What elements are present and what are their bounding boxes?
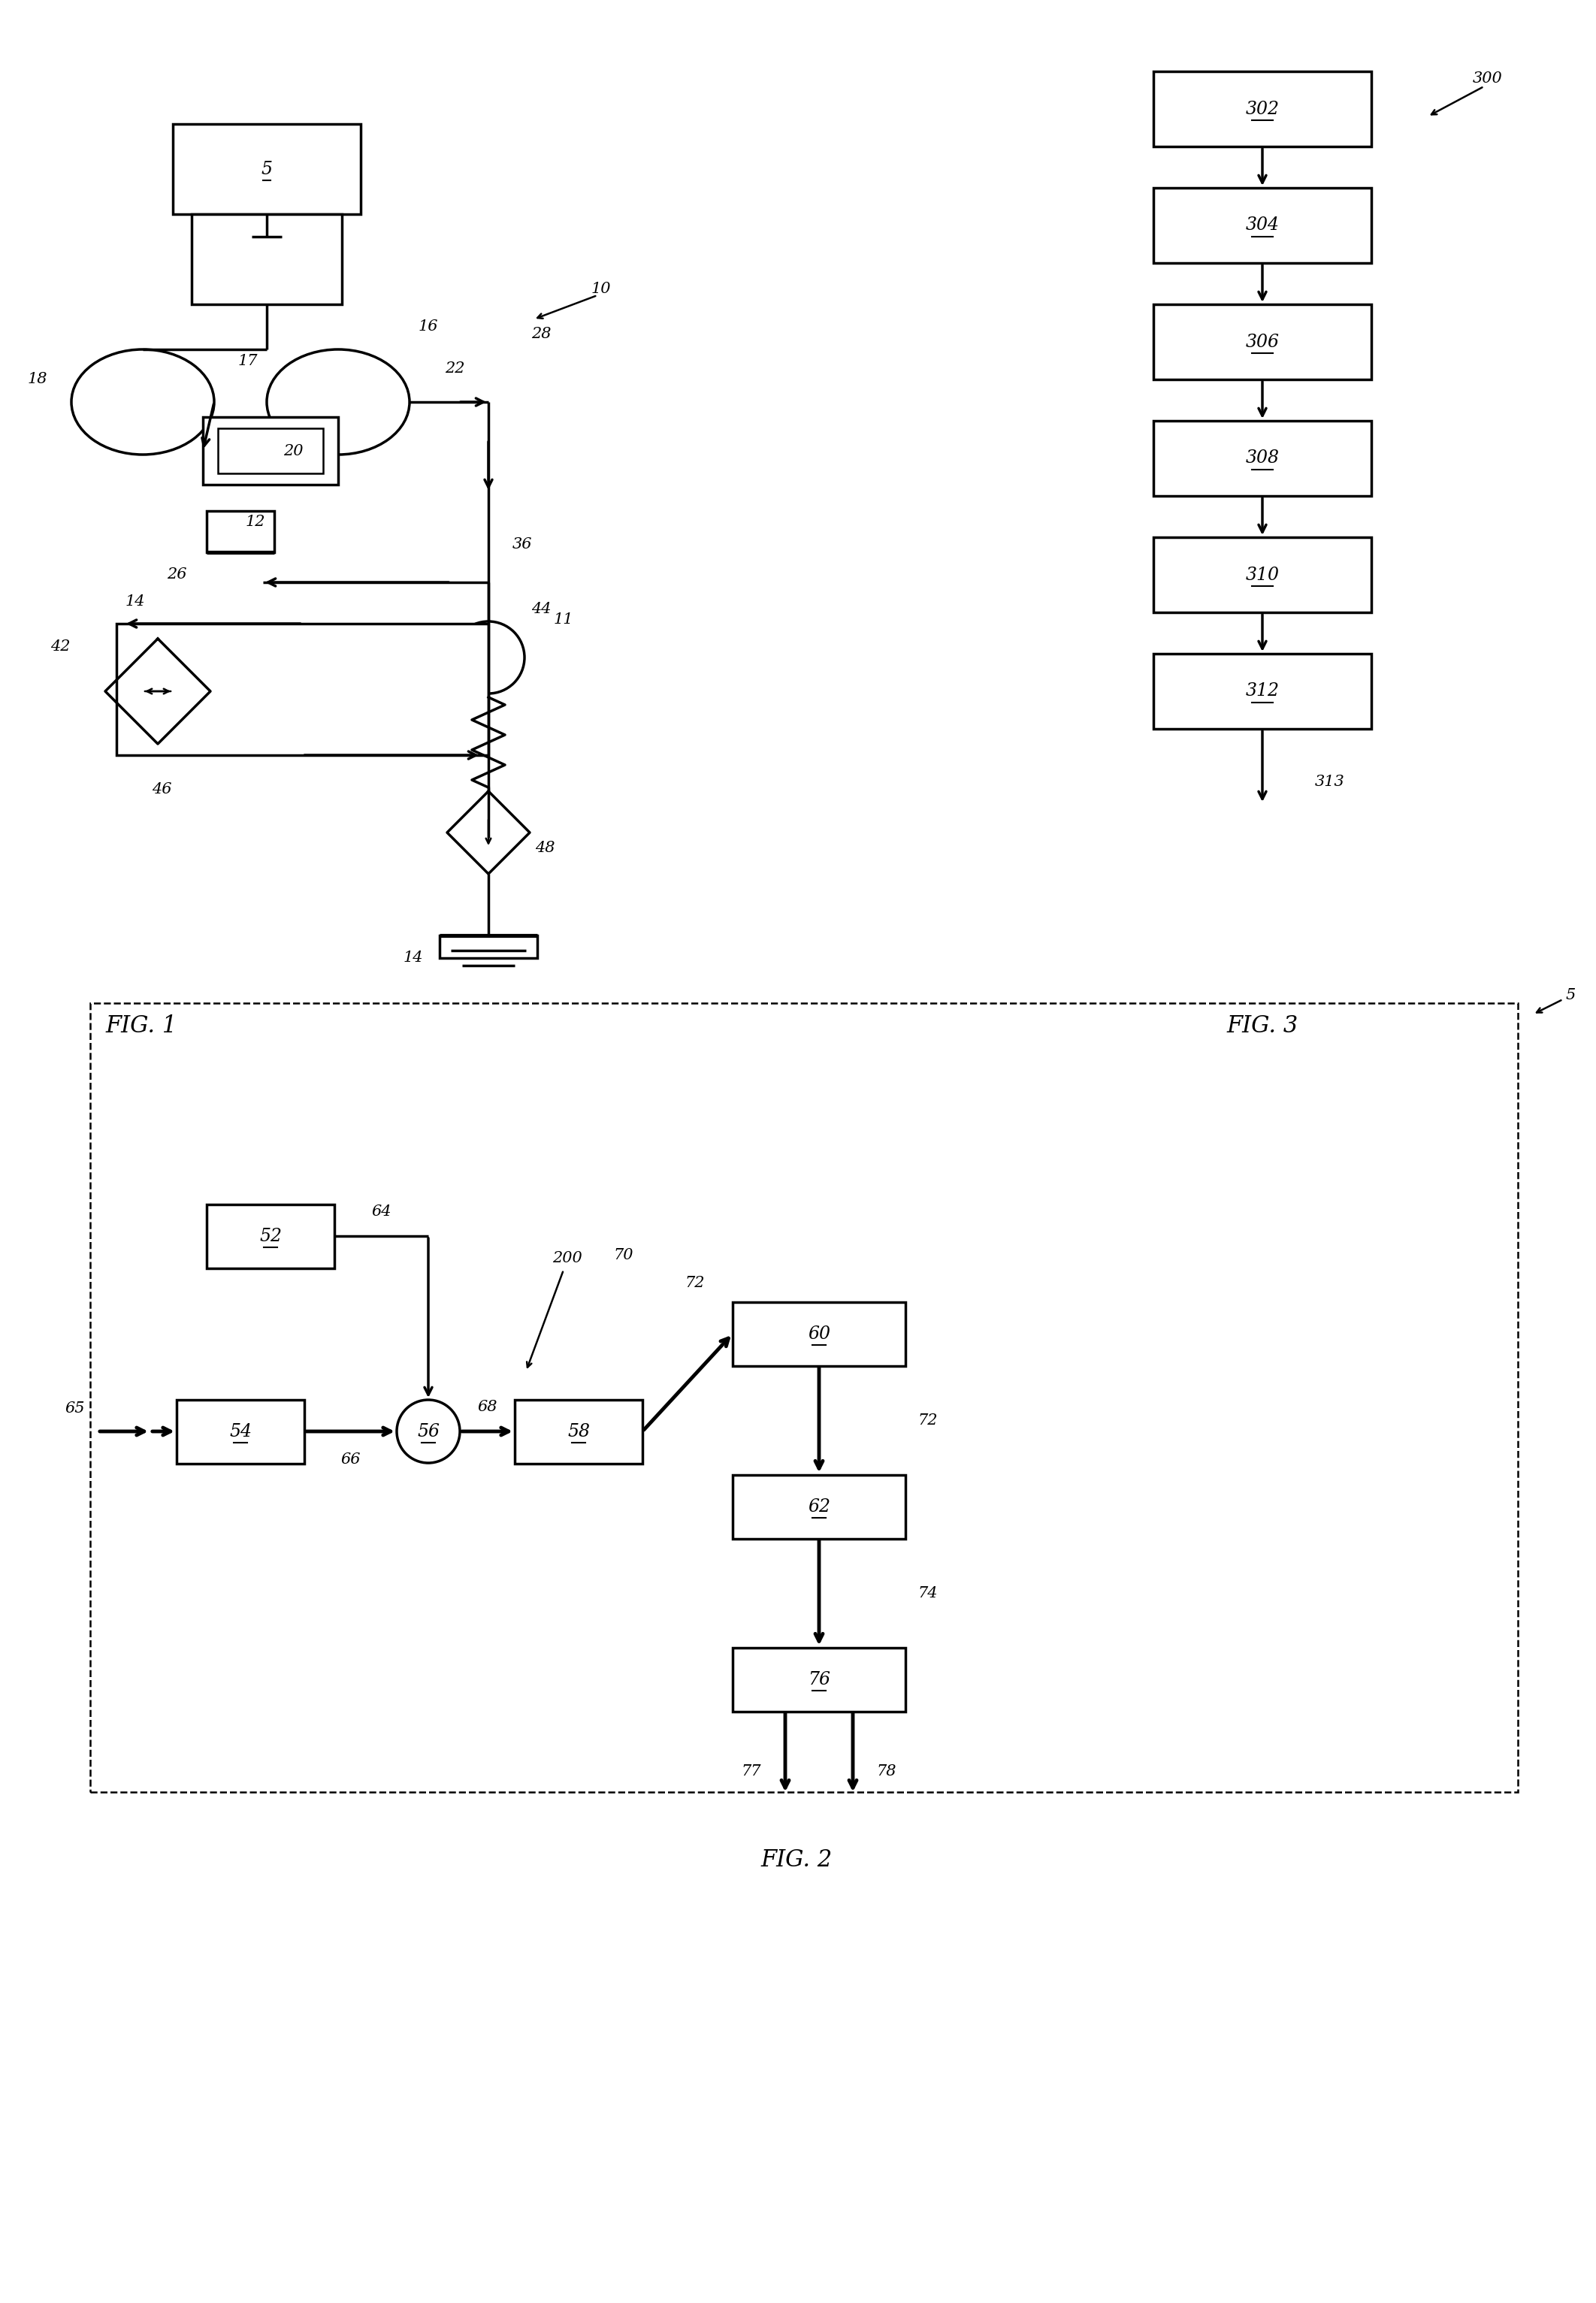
Text: 62: 62 (808, 1497, 830, 1515)
Bar (1154, 654, 1371, 728)
Text: 46: 46 (152, 781, 171, 797)
Text: 68: 68 (477, 1400, 498, 1414)
Text: 14: 14 (126, 594, 145, 608)
Text: 28: 28 (531, 327, 551, 341)
Text: 44: 44 (531, 601, 551, 615)
Text: 11: 11 (554, 613, 573, 626)
Bar (219, 428, 322, 474)
Text: 74: 74 (918, 1587, 938, 1601)
Text: 313: 313 (1315, 774, 1345, 788)
Text: 76: 76 (808, 1670, 830, 1688)
Bar (516, 1400, 643, 1462)
Text: 65: 65 (65, 1403, 85, 1416)
Text: 72: 72 (685, 1276, 705, 1290)
Bar (1154, 537, 1371, 613)
Text: 58: 58 (567, 1423, 591, 1439)
Bar (177, 1400, 305, 1462)
Text: FIG. 2: FIG. 2 (761, 1847, 832, 1872)
Text: 22: 22 (445, 362, 464, 375)
Text: 306: 306 (1245, 334, 1280, 350)
Text: 56: 56 (417, 1423, 439, 1439)
Text: 300: 300 (1473, 71, 1503, 85)
Text: 36: 36 (512, 537, 531, 553)
Bar (192, 214, 342, 304)
Bar (1154, 71, 1371, 147)
Text: 54: 54 (230, 1423, 252, 1439)
Text: 52: 52 (259, 1227, 282, 1244)
Text: FIG. 1: FIG. 1 (105, 1013, 177, 1036)
Bar (733, 1647, 905, 1711)
Ellipse shape (72, 350, 214, 454)
Bar (1154, 421, 1371, 495)
Text: 308: 308 (1245, 449, 1280, 468)
Text: 60: 60 (808, 1324, 830, 1343)
Text: 16: 16 (418, 320, 439, 334)
Text: 12: 12 (246, 516, 265, 530)
Text: 77: 77 (742, 1764, 761, 1778)
Bar (172, 124, 361, 214)
Bar (203, 417, 338, 484)
Bar (89, 1004, 1518, 1792)
Text: 5: 5 (1566, 988, 1575, 1002)
Text: FIG. 3: FIG. 3 (1227, 1013, 1298, 1036)
Text: 18: 18 (27, 373, 48, 387)
Text: 42: 42 (49, 638, 70, 654)
Bar (1154, 189, 1371, 263)
Text: 78: 78 (876, 1764, 897, 1778)
Text: 20: 20 (282, 444, 303, 458)
Bar (733, 1301, 905, 1366)
Text: 310: 310 (1245, 567, 1280, 583)
Text: 72: 72 (918, 1414, 938, 1428)
Text: 200: 200 (552, 1251, 583, 1267)
Ellipse shape (397, 1400, 460, 1462)
Text: 48: 48 (535, 841, 555, 854)
Ellipse shape (267, 350, 410, 454)
Text: 5: 5 (262, 161, 273, 177)
Ellipse shape (452, 622, 525, 693)
Text: 14: 14 (404, 951, 423, 965)
Bar (1154, 304, 1371, 380)
Text: 304: 304 (1245, 216, 1280, 235)
Text: 312: 312 (1245, 682, 1280, 700)
Text: 66: 66 (340, 1453, 361, 1467)
Text: 64: 64 (372, 1204, 391, 1218)
Text: 17: 17 (238, 355, 259, 368)
Bar (206, 1204, 335, 1269)
Text: 10: 10 (591, 283, 611, 297)
Bar (733, 1474, 905, 1538)
Bar (117, 624, 488, 755)
Bar (439, 935, 538, 958)
Bar (206, 511, 275, 553)
Text: 70: 70 (614, 1248, 634, 1262)
Text: 26: 26 (166, 567, 187, 583)
Text: 302: 302 (1245, 101, 1280, 117)
